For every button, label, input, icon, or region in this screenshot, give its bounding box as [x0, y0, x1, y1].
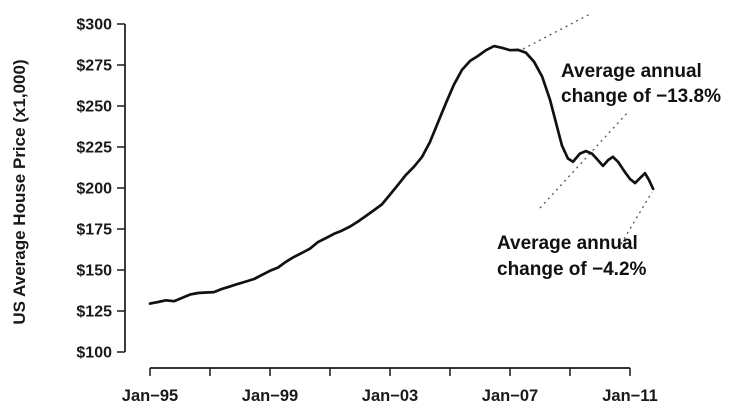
annotation-decline-2007-2009-line2: change of −13.8%	[561, 86, 721, 107]
x-tick-label: Jan−99	[242, 387, 298, 405]
annotation-decline-2007-2009-line1: Average annual	[561, 61, 702, 82]
y-tick-label: $200	[76, 181, 112, 198]
y-tick-label: $275	[76, 58, 112, 75]
annotation-decline-2009-2011-line2: change of −4.2%	[497, 259, 647, 280]
annotation-decline-2009-2011-line1: Average annual	[497, 233, 638, 254]
x-tick-label: Jan−07	[482, 387, 538, 405]
y-tick-label: $125	[76, 304, 112, 321]
y-tick-label: $100	[76, 345, 112, 362]
x-tick-label: Jan−95	[122, 387, 178, 405]
y-tick-label: $175	[76, 222, 112, 239]
leader-line-trough	[539, 110, 630, 209]
x-tick-label: Jan−03	[362, 387, 418, 405]
y-tick-label: $225	[76, 140, 112, 157]
y-tick-label: $250	[76, 99, 112, 116]
house-price-series-line	[148, 44, 655, 305]
y-axis-title: US Average House Price (x1,000)	[10, 59, 29, 324]
y-tick-label: $150	[76, 263, 112, 280]
x-tick-label: Jan−11	[602, 387, 658, 405]
leader-line-end	[620, 191, 653, 245]
leader-line-peak	[522, 12, 593, 50]
y-tick-label: $300	[76, 17, 112, 34]
plot-generated-layer: $300 $275 $250 $225 $200 $175 $150 $125 $100 Jan−…	[76, 12, 658, 405]
